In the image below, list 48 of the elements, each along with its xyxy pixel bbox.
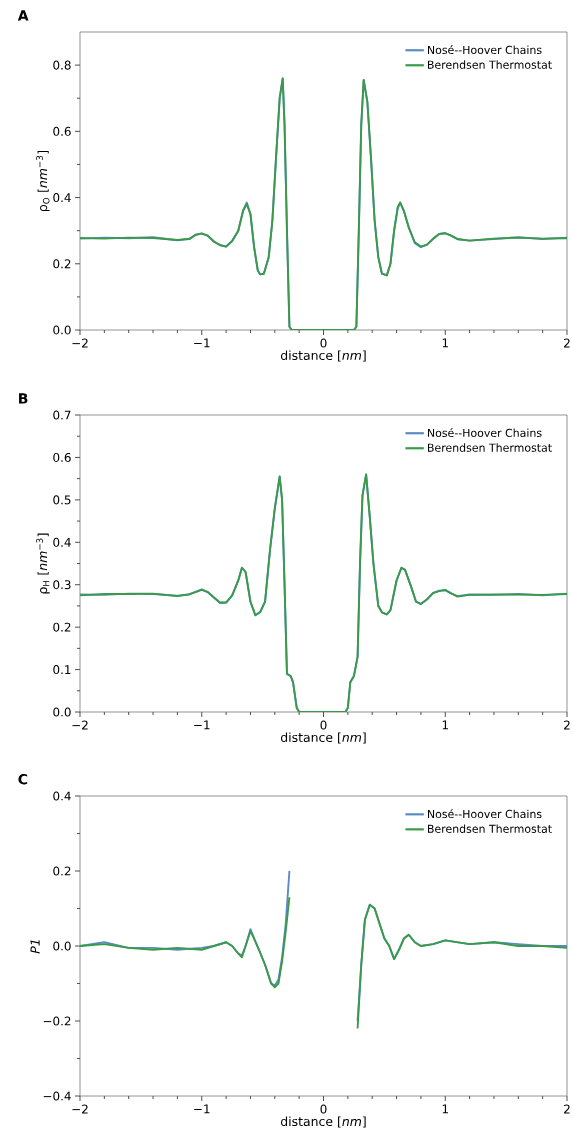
y-tick-label: 0.8 [53, 60, 71, 70]
legend-label: Nosé--Hoover Chains [428, 809, 542, 819]
x-tick-label: 2 [564, 720, 570, 730]
y-tick-label: 0.7 [53, 410, 71, 420]
y-tick-label: −0.4 [43, 1091, 71, 1101]
y-tick-label: 0.6 [53, 126, 71, 136]
legend-label: Nosé--Hoover Chains [428, 45, 542, 55]
y-tick-label: 0.5 [53, 495, 71, 505]
y-tick-label: 0.0 [53, 707, 71, 717]
y-tick-label: 0.4 [53, 537, 71, 547]
y-tick-label: 0.1 [53, 665, 71, 675]
y-axis-title: ρ$_{O}$ [nm$^{−3}$] [36, 150, 50, 212]
x-tick-label: −1 [194, 720, 210, 730]
x-tick-label: −1 [194, 1104, 210, 1114]
y-axis-title: P1 [30, 940, 40, 954]
chart-title: A [17, 10, 29, 21]
x-axis-title: distance [nm] [280, 732, 366, 744]
x-tick-label: 1 [442, 338, 448, 348]
x-tick-label: −2 [72, 720, 88, 730]
x-tick-label: 1 [442, 720, 448, 730]
y-tick-label: 0.3 [53, 580, 71, 590]
x-axis-title: distance [nm] [280, 1116, 366, 1128]
legend-label: Berendsen Thermostat [428, 443, 552, 452]
y-tick-label: 0.2 [53, 622, 71, 632]
legend-label: Berendsen Thermostat [428, 824, 552, 833]
x-tick-label: −2 [72, 1104, 88, 1114]
y-tick-label: −0.2 [43, 1016, 71, 1026]
legend-label: Nosé--Hoover Chains [428, 428, 542, 438]
x-axis-title: distance [nm] [280, 350, 366, 362]
chart-title: B [19, 393, 28, 404]
y-tick-label: 0.2 [53, 866, 71, 876]
x-tick-label: 0 [320, 1104, 327, 1114]
y-axis-title: ρ$_{H}$ [nm$^{−3}$] [36, 533, 50, 594]
x-tick-label: −1 [194, 338, 210, 348]
y-tick-label: 0.4 [53, 791, 71, 801]
x-tick-label: 0 [320, 720, 327, 730]
y-tick-label: 0.0 [53, 941, 71, 951]
x-tick-label: 2 [564, 338, 570, 348]
x-tick-label: −2 [72, 338, 88, 348]
x-tick-label: 0 [320, 338, 327, 348]
y-tick-label: 0.2 [53, 259, 71, 269]
x-tick-label: 2 [564, 1104, 570, 1114]
y-tick-label: 0.4 [53, 193, 71, 203]
legend-label: Berendsen Thermostat [428, 60, 552, 69]
chart-title: C [18, 773, 28, 785]
x-tick-label: 1 [442, 1104, 448, 1114]
y-tick-label: 0.6 [53, 452, 71, 462]
y-tick-label: 0.0 [53, 325, 71, 335]
